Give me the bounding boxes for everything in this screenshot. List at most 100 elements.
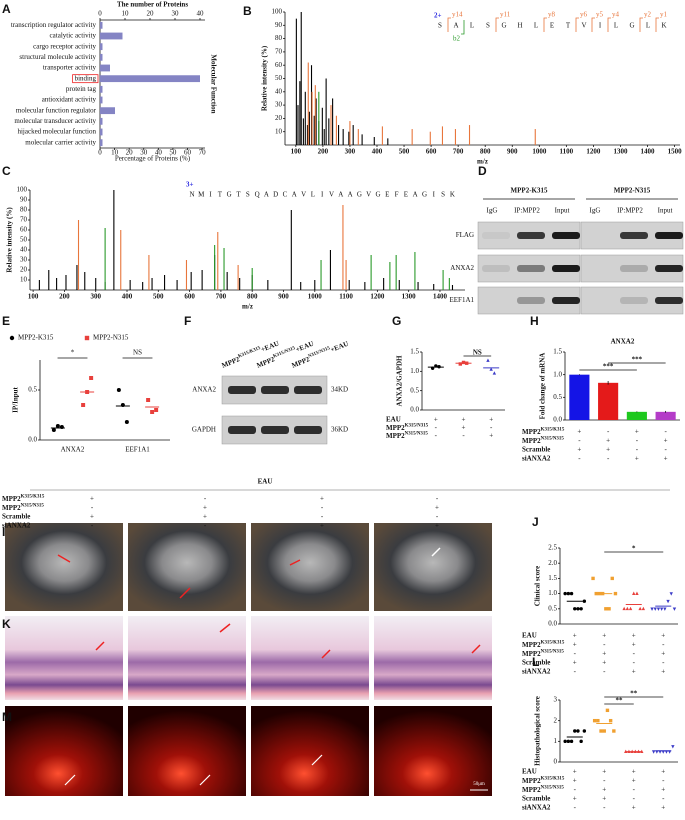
x2-tick-label: 60	[184, 149, 192, 157]
residue: I	[209, 191, 212, 199]
condition-sign: +	[462, 424, 466, 432]
point	[635, 591, 639, 595]
category-label: cargo receptor activity	[33, 42, 96, 50]
condition-sign: +	[602, 768, 606, 776]
histology-photo	[374, 616, 492, 700]
condition-sign: -	[574, 668, 577, 676]
category-label: molecular carrier activity	[25, 138, 96, 146]
bar	[100, 43, 103, 51]
condition-label: EAU	[522, 768, 537, 776]
condition-sign: -	[435, 424, 438, 432]
residue: L	[614, 22, 618, 30]
residue: I	[321, 191, 324, 199]
condition-sign: +	[577, 446, 581, 454]
treatment-label: MPP2K315/K315	[2, 495, 45, 503]
treatment-label-base: MPP2	[2, 504, 21, 512]
point	[150, 410, 155, 414]
y-tick-label: 60	[275, 61, 283, 69]
point	[666, 599, 670, 604]
y-tick-label: 1.5	[553, 348, 562, 356]
y-tick-label: 1.5	[548, 574, 557, 582]
condition-label-sup: K315/K315	[541, 428, 565, 433]
treatment-sign: -	[321, 513, 324, 521]
condition-sign: -	[633, 786, 636, 794]
bar	[100, 85, 103, 93]
blot-band	[228, 426, 256, 434]
residue: V	[301, 191, 306, 199]
panel-label: G	[392, 314, 401, 328]
point	[641, 606, 646, 611]
x-tick-label: 1200	[586, 148, 601, 156]
bar	[100, 64, 110, 72]
x-tick-label: EEF1A1	[125, 446, 150, 454]
ion-bracket	[639, 17, 643, 32]
condition-sign: -	[636, 437, 639, 445]
condition-label-base: MPP2	[386, 432, 405, 440]
y-tick-label: 1.0	[553, 370, 562, 378]
arrow	[321, 649, 331, 659]
condition-sign: -	[633, 650, 636, 658]
condition-sign: +	[573, 795, 577, 803]
condition-label-base: MPP2	[386, 424, 405, 432]
blot-row-label: GAPDH	[192, 426, 216, 434]
condition-sign: -	[603, 804, 606, 812]
residue: D	[273, 191, 278, 199]
point	[569, 739, 574, 744]
condition-sign: -	[435, 432, 438, 440]
arrow	[471, 644, 481, 654]
blot-column-label-suffix: +EAU	[294, 339, 314, 353]
point	[81, 403, 86, 407]
x-tick-label: 100	[28, 293, 39, 301]
blot-band	[552, 265, 580, 272]
point	[610, 576, 614, 581]
condition-label-sup: N315/N315	[541, 786, 565, 791]
bar	[100, 107, 115, 115]
residue: S	[441, 191, 445, 199]
condition-sign: +	[661, 668, 665, 676]
significance-label: NS	[473, 349, 482, 357]
point	[638, 606, 642, 611]
residue: M	[198, 191, 205, 199]
ion-bracket	[461, 20, 465, 35]
blot-row-label: FLAG	[456, 231, 474, 239]
residue: E	[404, 191, 408, 199]
condition-label: Scramble	[522, 659, 550, 667]
blot-band	[620, 232, 648, 239]
fundus-photo	[374, 706, 492, 796]
condition-label: siANXA2	[522, 804, 551, 812]
condition-label: siANXA2	[522, 455, 551, 463]
treatment-sign: +	[435, 504, 439, 512]
condition-sign: +	[577, 428, 581, 436]
y-tick-label: 30	[20, 256, 28, 264]
y-tick-label: 50	[275, 74, 283, 82]
residue: A	[348, 191, 353, 199]
y-axis-label: Clinical score	[534, 566, 542, 607]
condition-sign: -	[662, 795, 665, 803]
y-axis-label: Fold change of mRNA	[539, 353, 547, 420]
condition-label: EAU	[522, 632, 537, 640]
arrow	[219, 623, 231, 633]
category-label: transporter activity	[43, 64, 97, 72]
legend-label: MPP2-K315	[18, 334, 54, 342]
charge-state: 3+	[186, 181, 194, 189]
point	[607, 607, 611, 611]
treatment-sign: -	[91, 522, 94, 530]
panel-label: A	[2, 2, 11, 16]
x-axis-label: m/z	[477, 158, 488, 166]
condition-sign: +	[602, 632, 606, 640]
condition-sign: -	[607, 428, 610, 436]
eye-photo	[374, 523, 492, 611]
photo-row-k	[5, 616, 492, 700]
blot-band	[294, 426, 322, 434]
point	[154, 408, 159, 412]
condition-sign: -	[603, 777, 606, 785]
residue: E	[385, 191, 389, 199]
x-tick-label: 800	[247, 293, 258, 301]
chart-title: ANXA2	[611, 338, 635, 346]
condition-sign: +	[632, 804, 636, 812]
point	[146, 398, 151, 402]
condition-label: EAU	[386, 416, 401, 424]
condition-sign: +	[573, 768, 577, 776]
condition-sign: +	[606, 437, 610, 445]
panel-label: B	[243, 4, 252, 18]
